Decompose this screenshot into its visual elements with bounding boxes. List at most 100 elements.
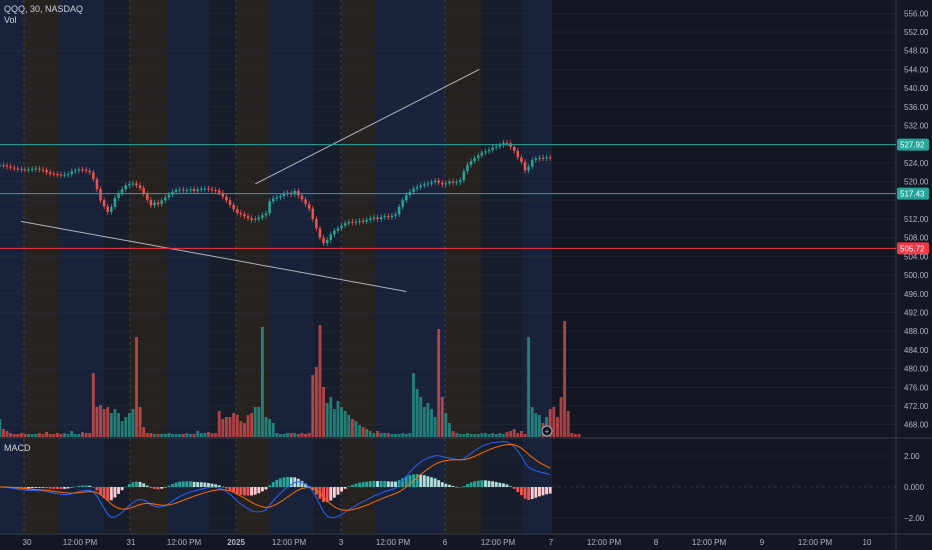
session-shade-0 [0, 0, 24, 534]
candle-body [520, 157, 523, 162]
volume-bar [419, 397, 423, 437]
macd-histogram-bar [448, 484, 451, 487]
session-shade-2 [60, 0, 104, 534]
volume-bar [138, 407, 142, 437]
macd-histogram-bar [322, 487, 326, 502]
time-tick-label: 2025 [227, 538, 245, 547]
time-tick-label: 9 [760, 538, 765, 547]
time-tick-label: 10 [863, 538, 872, 547]
macd-histogram-bar [142, 483, 146, 487]
candle-body [164, 197, 167, 201]
candle-body [70, 171, 74, 175]
session-shade-8 [270, 0, 314, 534]
candle-body [462, 171, 466, 181]
macd-histogram-bar [246, 487, 250, 496]
volume-bar [530, 407, 534, 437]
plus-icon: + [545, 427, 550, 436]
macd-histogram-bar [278, 478, 282, 487]
macd-histogram-bar [224, 487, 228, 489]
candle-body [397, 206, 401, 215]
volume-bar [386, 433, 390, 437]
volume-bar [415, 389, 419, 437]
volume-bar [199, 433, 203, 437]
candle-body [221, 192, 225, 197]
candle-body [307, 204, 311, 209]
macd-histogram-bar [271, 482, 275, 487]
candle-body [512, 147, 516, 151]
candle-body [203, 188, 207, 190]
macd-histogram-bar [70, 487, 74, 488]
volume-bar [573, 434, 577, 437]
volume-bar [430, 409, 433, 437]
candle-body [325, 240, 329, 244]
candle-body [20, 168, 23, 170]
macd-histogram-bar [55, 487, 59, 490]
price-tick-label: 472.00 [904, 402, 929, 411]
macd-histogram-bar [253, 487, 257, 495]
macd-histogram-bar [232, 487, 236, 493]
candle-body [0, 165, 2, 167]
macd-histogram-bar [473, 481, 477, 487]
macd-histogram-bar [37, 487, 41, 488]
macd-histogram-bar [354, 483, 358, 487]
time-tick-label: 12:00 PM [272, 538, 307, 547]
macd-histogram-bar [73, 486, 77, 488]
volume-bar [577, 434, 581, 437]
macd-histogram-bar [372, 480, 376, 487]
volume-bar [408, 433, 412, 437]
volume-bar [84, 433, 88, 437]
volume-bar [12, 434, 16, 437]
volume-bar [271, 423, 275, 437]
session-shade-13 [445, 0, 481, 534]
macd-histogram-bar [358, 482, 361, 487]
volume-bar [167, 433, 171, 437]
volume-bar [350, 419, 354, 437]
price-tick-label: 532.00 [904, 122, 929, 131]
volume-bar [45, 432, 49, 437]
macd-legend: MACD [4, 443, 31, 453]
volume-bar [286, 433, 290, 437]
volume-bar [99, 405, 102, 437]
price-tick-label: 520.00 [904, 178, 929, 187]
volume-bar [117, 413, 120, 437]
volume-legend: Vol [4, 15, 17, 25]
price-tick-label: 492.00 [904, 308, 929, 317]
candle-body [243, 214, 246, 217]
volume-bar [217, 411, 221, 437]
macd-histogram-bar [444, 483, 448, 487]
volume-bar [516, 433, 520, 437]
volume-bar [394, 434, 397, 437]
macd-histogram-bar [264, 487, 268, 490]
macd-histogram-bar [347, 486, 351, 487]
volume-bar [124, 417, 128, 437]
macd-histogram-bar [95, 487, 99, 491]
level-tag-2 [897, 242, 929, 255]
volume-bar [343, 411, 347, 437]
volume-bar [73, 434, 77, 437]
macd-histogram-bar [77, 485, 81, 487]
volume-bar [59, 434, 63, 437]
candle-body [466, 164, 469, 172]
volume-bar [135, 337, 138, 437]
macd-histogram-bar [419, 474, 423, 487]
session-shade-14 [481, 0, 523, 534]
macd-histogram-bar [401, 478, 405, 487]
session-shade-9 [314, 0, 341, 534]
price-tick-label: 552.00 [904, 28, 929, 37]
candle-body [376, 217, 379, 219]
macd-histogram-bar [23, 487, 27, 489]
add-indicator-button[interactable] [541, 425, 553, 437]
time-tick-label: 12:00 PM [167, 538, 202, 547]
macd-histogram-bar [138, 481, 142, 487]
time-tick-label: 6 [443, 538, 448, 547]
macd-histogram-bar [66, 487, 70, 489]
macd-histogram-bar [174, 482, 178, 487]
volume-bar [250, 413, 254, 437]
candle-body [322, 237, 325, 244]
candle-body [358, 220, 361, 222]
macd-histogram-bar [167, 485, 171, 487]
volume-bar [174, 434, 178, 437]
volume-bar [153, 434, 156, 437]
volume-bar [55, 433, 59, 437]
